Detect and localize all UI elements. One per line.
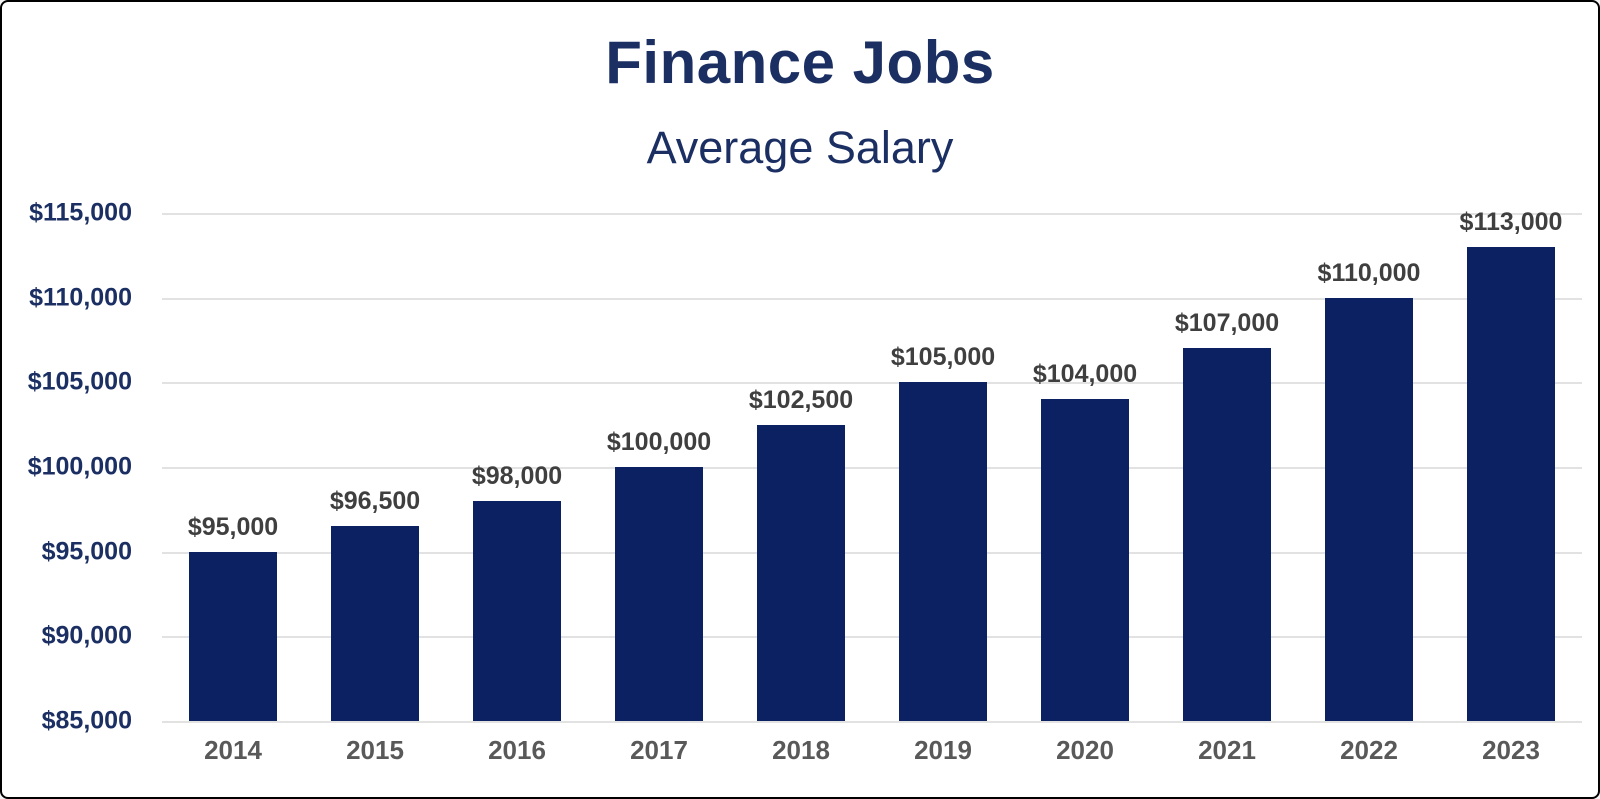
bar-value-label: $105,000	[890, 343, 996, 371]
y-tick-label: $90,000	[41, 621, 132, 650]
bar-slot: $105,000	[872, 213, 1014, 721]
bar-slot: $110,000	[1298, 213, 1440, 721]
bar-value-label: $96,500	[329, 487, 421, 515]
bar	[615, 467, 703, 721]
x-tick-label: 2022	[1340, 735, 1398, 765]
bar-value-label: $107,000	[1174, 309, 1280, 337]
bar	[189, 552, 277, 721]
bar-value-label: $104,000	[1032, 360, 1138, 388]
bar-value-label: $98,000	[471, 462, 563, 490]
y-tick-label: $100,000	[27, 452, 132, 481]
bar-value-label: $95,000	[187, 513, 279, 541]
bar	[899, 382, 987, 721]
bar-slot: $95,000	[162, 213, 304, 721]
bar	[473, 501, 561, 721]
x-tick-label: 2018	[772, 735, 830, 765]
y-tick-label: $95,000	[41, 537, 132, 566]
bar-slot: $107,000	[1156, 213, 1298, 721]
gridline	[162, 467, 1582, 469]
x-tick-label: 2014	[204, 735, 262, 765]
chart-title: Finance Jobs	[605, 29, 995, 96]
y-axis-tick-labels: $85,000 $90,000 $95,000 $100,000 $105,000 $11…	[2, 199, 132, 735]
x-tick-label: 2021	[1198, 735, 1256, 765]
bar-slot: $104,000	[1014, 213, 1156, 721]
y-tick-label: $85,000	[41, 706, 132, 735]
x-tick-label: 2020	[1056, 735, 1114, 765]
gridline	[162, 298, 1582, 300]
bar	[331, 526, 419, 721]
bar-slot: $96,500	[304, 213, 446, 721]
bar-slot: $100,000	[588, 213, 730, 721]
bar-value-label: $102,500	[748, 386, 854, 414]
bar-value-label: $110,000	[1317, 259, 1421, 287]
x-tick-label: 2015	[346, 735, 404, 765]
y-tick-label: $115,000	[29, 198, 132, 227]
x-tick-label: 2019	[914, 735, 972, 765]
y-tick-label: $110,000	[29, 283, 132, 312]
x-tick-label: 2017	[630, 735, 688, 765]
bar-value-label: $113,000	[1459, 208, 1563, 236]
bar-slot: $113,000	[1440, 208, 1582, 721]
y-tick-label: $105,000	[27, 367, 132, 396]
bar-slot: $98,000	[446, 213, 588, 721]
gridline	[162, 213, 1582, 215]
gridline	[162, 552, 1582, 554]
plot-area: 2014 $95,000 2015 $96,500 2016 $98,000 2017 $10…	[162, 208, 1582, 765]
gridline	[162, 636, 1582, 638]
bar	[1183, 348, 1271, 721]
x-tick-label: 2016	[488, 735, 546, 765]
gridline	[162, 382, 1582, 384]
gridline	[162, 721, 1582, 723]
bar	[1467, 247, 1555, 721]
bar	[1041, 399, 1129, 721]
bar	[1325, 298, 1413, 721]
chart-subtitle: Average Salary	[646, 122, 954, 173]
bar-value-label: $100,000	[606, 428, 712, 456]
bar-slot: $102,500	[730, 213, 872, 721]
x-tick-label: 2023	[1482, 735, 1540, 765]
bar	[757, 425, 845, 721]
